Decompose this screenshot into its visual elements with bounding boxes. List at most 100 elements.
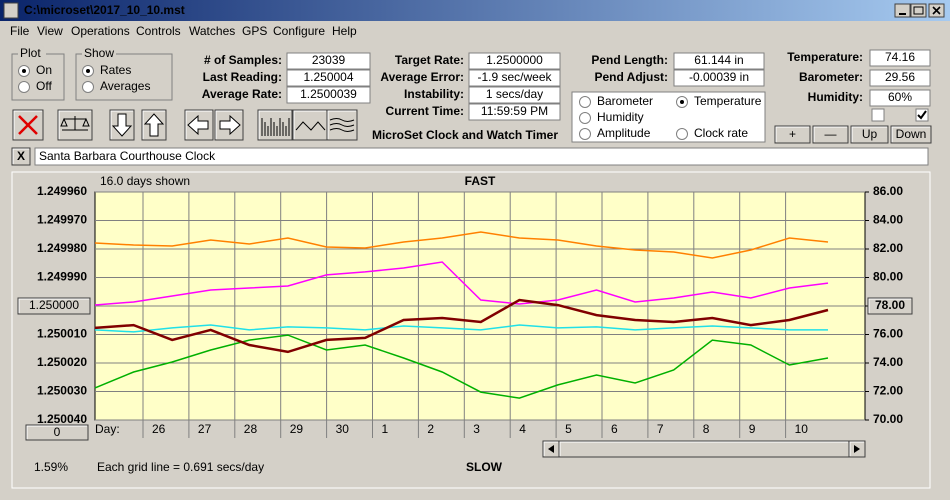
field-box[interactable] — [869, 89, 931, 107]
menu-item[interactable]: File — [10, 24, 30, 38]
menu-item[interactable]: Controls — [136, 24, 181, 38]
menu-item[interactable]: GPS — [242, 24, 267, 38]
y2-reference-button[interactable] — [867, 297, 913, 315]
scroll-thumb-highlight — [559, 441, 848, 456]
icon-balance — [60, 116, 90, 131]
toolbar-button-highlight — [215, 110, 242, 139]
radio-label[interactable]: Off — [36, 79, 52, 93]
adjust-button[interactable] — [774, 125, 811, 144]
field-box[interactable] — [468, 86, 561, 104]
toolbar-button-highlight — [185, 110, 212, 139]
field-box[interactable] — [869, 69, 931, 87]
adjust-button-highlight — [851, 126, 887, 142]
button-label[interactable]: Down — [896, 127, 927, 141]
toolbar-button-highlight — [293, 110, 326, 139]
clock-name-box[interactable] — [34, 147, 929, 166]
series-radio-dot — [680, 100, 684, 104]
series-label[interactable]: Humidity — [597, 110, 644, 124]
series-radio[interactable] — [579, 112, 591, 124]
series-label[interactable]: Clock rate — [694, 126, 748, 140]
menu-item[interactable]: Operations — [71, 24, 130, 38]
field-label: # of Samples: — [204, 53, 282, 67]
minimize-button[interactable] — [894, 3, 911, 18]
y2-tick-label: 86.00 — [873, 184, 903, 198]
y2-tick-label: 72.00 — [873, 384, 903, 398]
field-box[interactable] — [286, 86, 371, 104]
field-value: 11:59:59 PM — [481, 104, 548, 118]
series-line — [94, 324, 828, 333]
checkbox[interactable] — [871, 108, 885, 122]
close-clock-label[interactable]: X — [17, 149, 25, 163]
series-radio[interactable] — [579, 128, 591, 140]
day-label: 1 — [382, 422, 389, 436]
window-controls[interactable] — [894, 3, 945, 18]
button-label[interactable]: Up — [862, 127, 878, 141]
toolbar-button[interactable] — [292, 109, 328, 141]
radio-button[interactable] — [82, 81, 94, 93]
field-box[interactable] — [673, 52, 765, 70]
offset-button[interactable] — [25, 424, 89, 441]
day-label: 5 — [565, 422, 572, 436]
checkbox-check — [917, 110, 927, 120]
icon-bars — [261, 118, 290, 136]
radio-button[interactable] — [18, 81, 30, 93]
y-reference-label[interactable]: 1.250000 — [29, 298, 79, 312]
scroll-thumb[interactable] — [558, 440, 850, 458]
radio-label[interactable]: Rates — [100, 63, 131, 77]
y-tick-label: 1.249990 — [37, 270, 87, 284]
icon-lines — [329, 118, 355, 132]
series-radio[interactable] — [579, 96, 591, 108]
offset-label[interactable]: 0 — [54, 425, 61, 439]
radio-label[interactable]: On — [36, 63, 52, 77]
field-box[interactable] — [468, 69, 561, 87]
field-value: -0.00039 in — [689, 70, 749, 84]
days-shown: 16.0 days shown — [100, 174, 190, 188]
y-tick-label: 1.249960 — [37, 184, 87, 198]
scale-percent: 1.59% — [34, 460, 68, 474]
field-label: Pend Adjust: — [594, 70, 668, 84]
close-window-icon — [932, 6, 941, 15]
field-value: 1.2500039 — [300, 87, 357, 101]
field-box[interactable] — [468, 52, 561, 70]
y2-reference-label[interactable]: 78.00 — [875, 298, 905, 312]
maximize-button[interactable] — [910, 3, 927, 18]
adjust-button-highlight — [775, 126, 809, 142]
y-tick-label: 1.249970 — [37, 213, 87, 227]
y-tick-label: 1.250030 — [37, 384, 87, 398]
y-tick-label: 1.250010 — [37, 327, 87, 341]
field-value: 1 secs/day — [486, 87, 543, 101]
group-box — [75, 53, 173, 101]
series-radio[interactable] — [676, 128, 688, 140]
series-label[interactable]: Temperature — [694, 94, 762, 108]
button-label[interactable]: — — [825, 127, 837, 141]
y-tick-label: 1.250020 — [37, 355, 87, 369]
menu-item[interactable]: View — [37, 24, 63, 38]
toolbar-button[interactable] — [257, 109, 293, 141]
chart-title: FAST — [465, 174, 496, 188]
series-label[interactable]: Barometer — [597, 94, 653, 108]
menu-item[interactable]: Configure — [273, 24, 325, 38]
menu-item[interactable]: Watches — [189, 24, 235, 38]
radio-label[interactable]: Averages — [100, 79, 150, 93]
adjust-button[interactable] — [890, 125, 932, 144]
field-box[interactable] — [468, 103, 561, 121]
menu-item[interactable]: Help — [332, 24, 357, 38]
close-clock-button[interactable] — [11, 147, 31, 166]
toolbar-button-highlight — [327, 110, 356, 139]
day-label: 6 — [611, 422, 618, 436]
y-reference-button[interactable] — [17, 297, 91, 315]
title-bar — [0, 0, 950, 21]
field-box[interactable] — [286, 52, 371, 70]
series-line — [94, 334, 829, 399]
field-box[interactable] — [869, 49, 931, 67]
series-label[interactable]: Amplitude — [597, 126, 651, 140]
field-box[interactable] — [673, 69, 765, 87]
button-label[interactable]: + — [789, 127, 796, 141]
field-box[interactable] — [286, 69, 371, 87]
day-label: 10 — [795, 422, 809, 436]
radio-button-dot — [22, 69, 26, 73]
adjust-button[interactable] — [850, 125, 889, 144]
adjust-button[interactable] — [812, 125, 849, 144]
